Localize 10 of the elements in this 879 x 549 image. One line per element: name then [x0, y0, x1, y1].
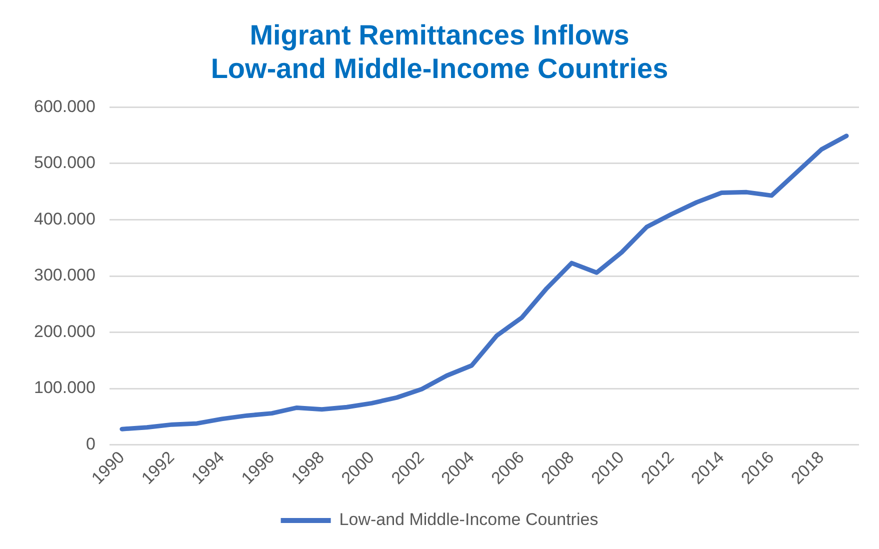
y-tick-label: 300.000	[34, 266, 96, 285]
y-tick-label: 200.000	[34, 322, 96, 341]
y-tick-label: 500.000	[34, 153, 96, 172]
y-tick-label: 400.000	[34, 209, 96, 228]
y-tick-label: 0	[86, 434, 96, 454]
y-tick-label: 100.000	[34, 378, 96, 398]
y-tick-label: 600.000	[34, 96, 96, 116]
text: Migrant Remittances Inflows	[250, 20, 630, 51]
text: Low-and Middle-Income Countries	[210, 53, 668, 84]
legend-label: Low-and Middle-Income Countries	[339, 510, 598, 530]
